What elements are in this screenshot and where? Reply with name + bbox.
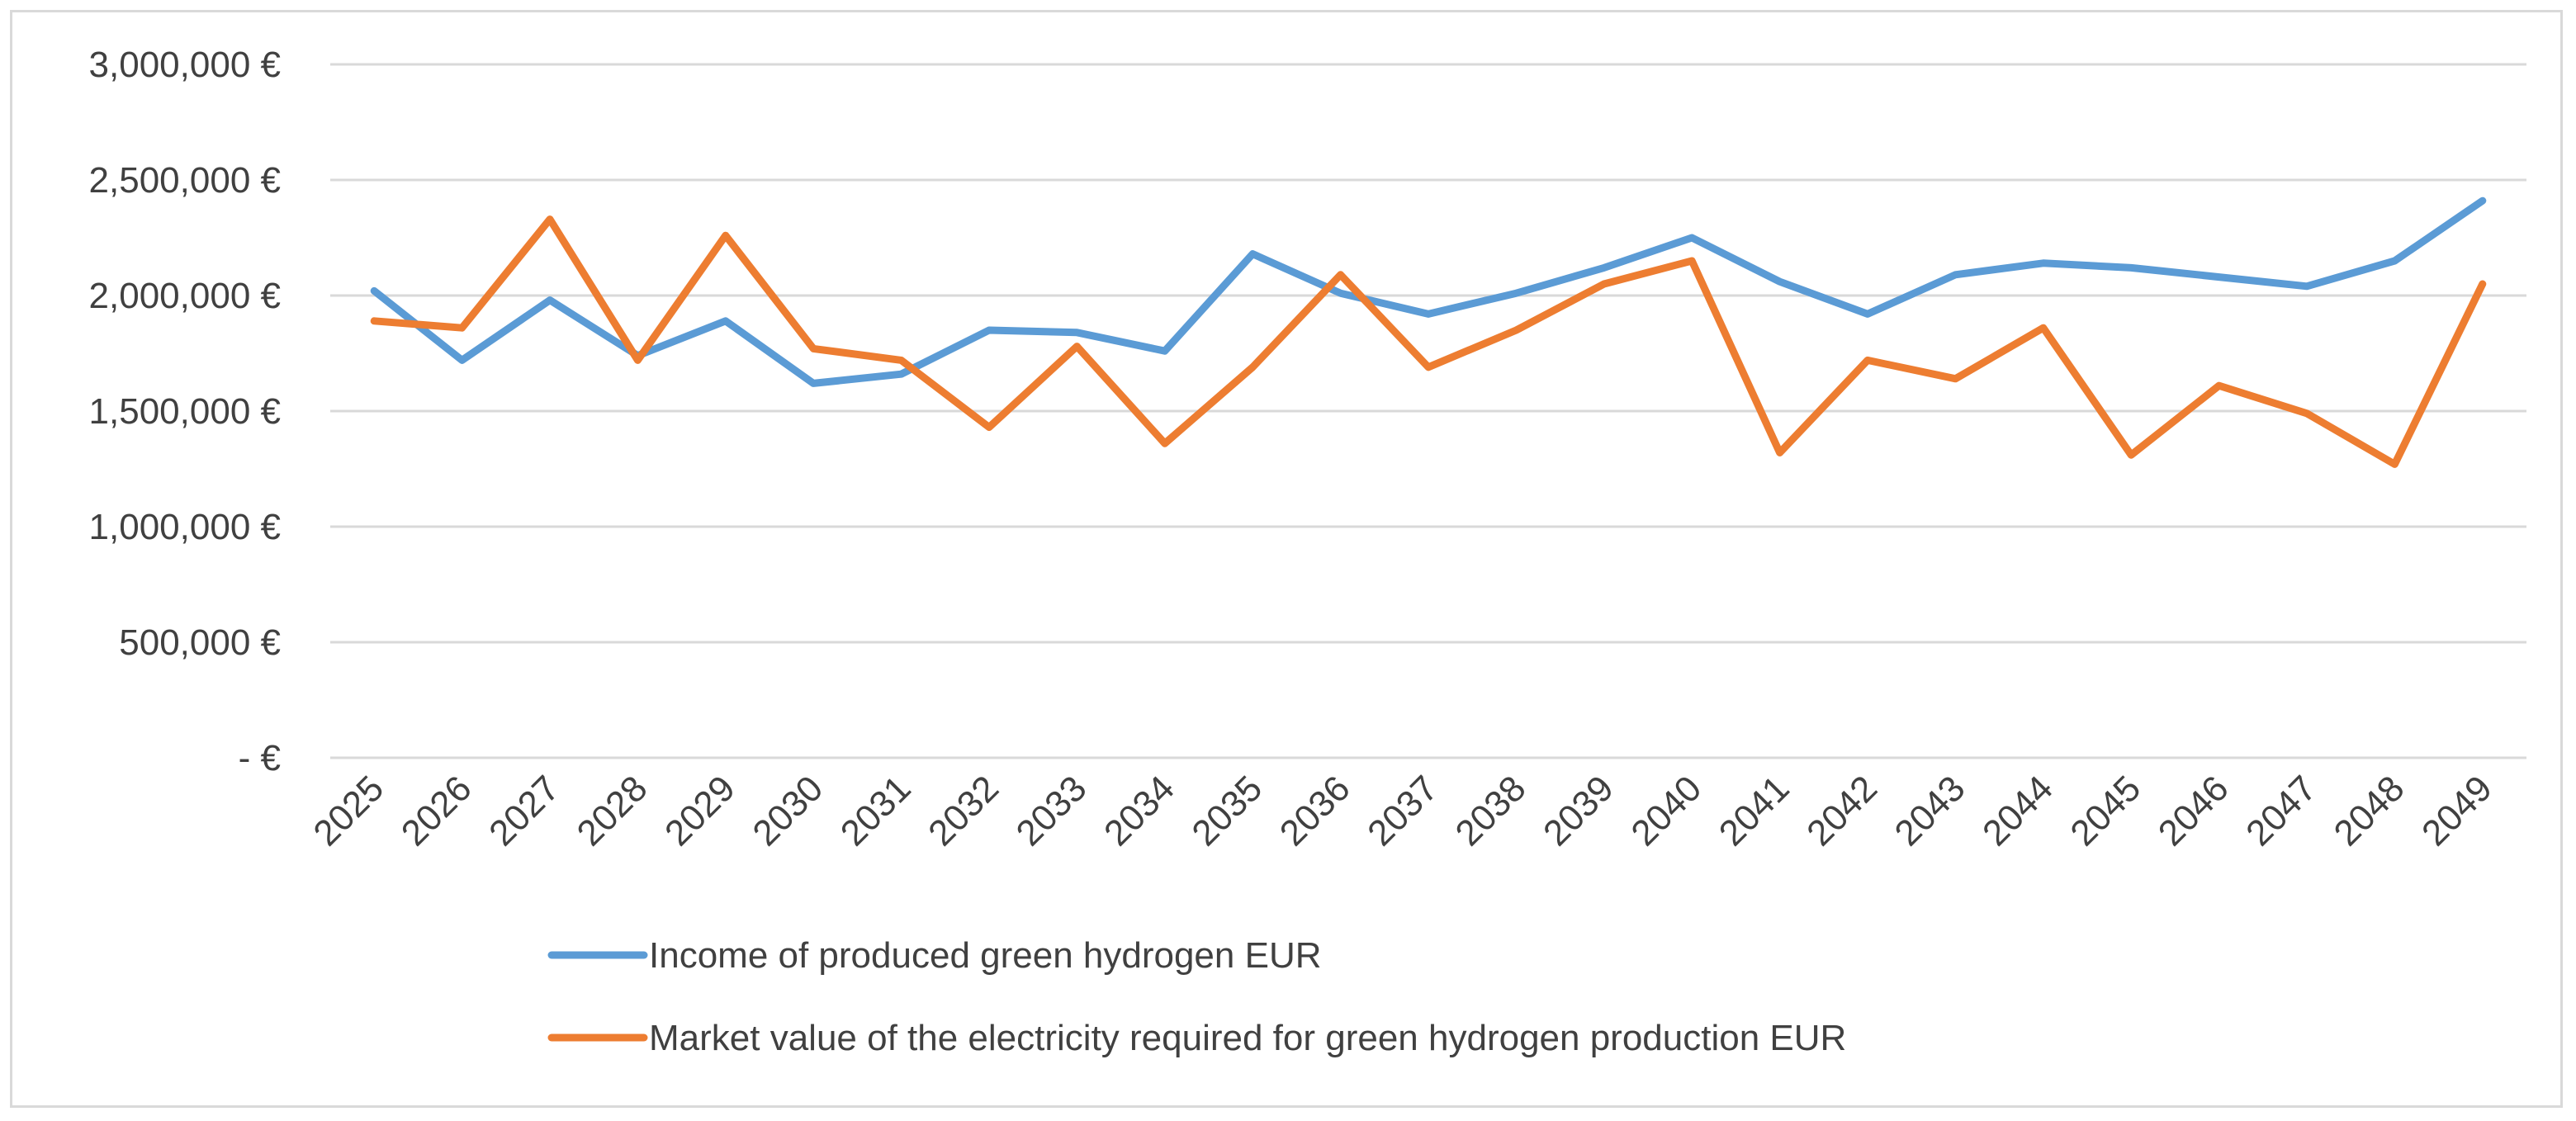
y-axis-ticks: - € 500,000 € 1,000,000 € 1,500,000 € 2,000,… [89, 45, 281, 778]
x-tick-label: 2030 [745, 768, 831, 854]
y-tick-label: - € [239, 738, 281, 778]
x-tick-label: 2034 [1096, 768, 1182, 854]
x-tick-label: 2040 [1623, 768, 1709, 854]
x-tick-label: 2042 [1799, 768, 1885, 854]
x-tick-label: 2048 [2327, 768, 2413, 854]
x-tick-label: 2035 [1184, 768, 1270, 854]
legend: Income of produced green hydrogen EUR Mar… [547, 935, 1846, 1058]
series-lines [370, 196, 2487, 468]
gridlines [330, 63, 2526, 759]
chart-frame [10, 10, 2563, 1108]
x-tick-label: 2041 [1712, 768, 1797, 854]
series-line-1 [370, 196, 2487, 387]
series-line-2 [370, 215, 2487, 468]
y-tick-label: 2,000,000 € [89, 276, 281, 316]
x-tick-label: 2028 [570, 768, 656, 854]
y-tick-label: 1,000,000 € [89, 507, 281, 547]
x-axis-ticks: 2025 2026 2027 2028 2029 2030 2031 2032 2033 2034… [305, 768, 2499, 854]
x-tick-label: 2025 [305, 768, 391, 854]
x-tick-label: 2045 [2062, 768, 2148, 854]
x-tick-label: 2033 [1009, 768, 1095, 854]
y-tick-label: 500,000 € [119, 622, 281, 663]
x-tick-label: 2026 [394, 768, 480, 854]
x-tick-label: 2043 [1887, 768, 1973, 854]
x-tick-label: 2032 [921, 768, 1006, 854]
x-tick-label: 2031 [833, 768, 919, 854]
x-tick-label: 2047 [2238, 768, 2324, 854]
x-tick-label: 2039 [1536, 768, 1622, 854]
y-tick-label: 3,000,000 € [89, 45, 281, 85]
x-tick-label: 2049 [2414, 768, 2500, 854]
x-tick-label: 2046 [2151, 768, 2237, 854]
y-tick-label: 1,500,000 € [89, 391, 281, 432]
x-tick-label: 2044 [1975, 768, 2061, 854]
legend-label-2: Market value of the electricity required… [649, 1018, 1846, 1058]
x-tick-label: 2037 [1360, 768, 1446, 854]
x-tick-label: 2027 [481, 768, 567, 854]
legend-label-1: Income of produced green hydrogen EUR [649, 935, 1322, 976]
x-tick-label: 2036 [1272, 768, 1358, 854]
x-tick-label: 2038 [1448, 768, 1534, 854]
x-tick-label: 2029 [657, 768, 743, 854]
y-tick-label: 2,500,000 € [89, 160, 281, 201]
